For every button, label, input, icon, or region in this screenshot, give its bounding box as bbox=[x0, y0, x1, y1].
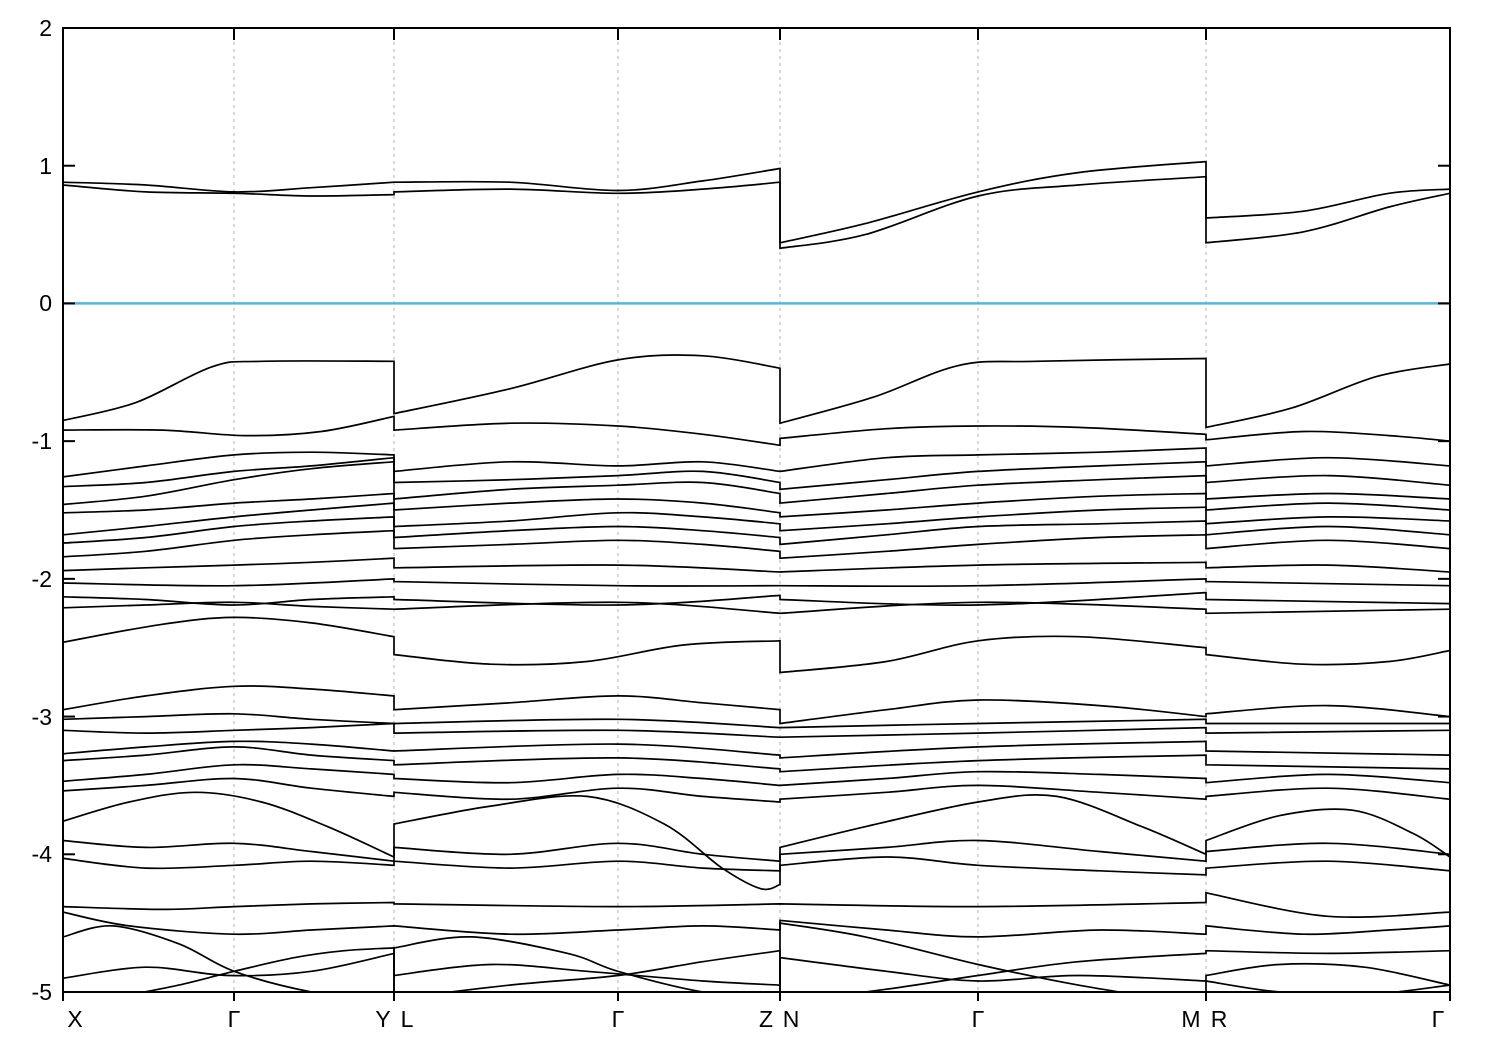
band-path bbox=[63, 578, 1450, 588]
band-path bbox=[139, 946, 1450, 992]
band-path bbox=[63, 601, 1450, 615]
band-path bbox=[63, 777, 1450, 803]
y-tick-label: 1 bbox=[39, 152, 52, 179]
y-tick-label: -1 bbox=[31, 428, 52, 455]
x-tick-label: L bbox=[400, 1006, 414, 1032]
y-tick-label: -4 bbox=[31, 841, 52, 868]
x-tick-label: M bbox=[1181, 1006, 1201, 1032]
x-tick-label: Γ bbox=[611, 1006, 625, 1032]
band-path bbox=[63, 616, 1450, 674]
band-path bbox=[63, 456, 1450, 491]
band-path bbox=[63, 763, 1450, 787]
x-tick-label: Y bbox=[375, 1006, 391, 1032]
band-path bbox=[63, 685, 1450, 725]
band-path bbox=[63, 529, 1450, 560]
y-tick-label: -2 bbox=[31, 565, 52, 592]
band-path bbox=[63, 447, 1450, 478]
y-tick-label: -5 bbox=[31, 979, 52, 1005]
band-path bbox=[63, 502, 1450, 536]
x-tick-label: Z bbox=[758, 1006, 774, 1032]
band-path bbox=[63, 175, 1450, 250]
band-path bbox=[63, 415, 1450, 447]
band-path bbox=[63, 922, 1450, 992]
plot-frame bbox=[62, 27, 1451, 993]
y-tick-label: -3 bbox=[31, 703, 52, 730]
x-tick-label: Γ bbox=[227, 1006, 241, 1032]
band-path bbox=[63, 891, 1450, 918]
x-tick-label: N bbox=[782, 1006, 800, 1032]
band-path bbox=[63, 516, 1450, 546]
band-path bbox=[63, 952, 1450, 992]
band-path bbox=[63, 557, 1450, 573]
band-path bbox=[63, 460, 1450, 506]
band-path bbox=[63, 492, 1450, 518]
x-tick-label: Γ bbox=[971, 1006, 985, 1032]
band-path bbox=[63, 722, 1450, 739]
band-path bbox=[63, 839, 1450, 863]
x-tick-label: R bbox=[1210, 1006, 1228, 1032]
band-path bbox=[63, 712, 1450, 729]
y-tick-label: 2 bbox=[39, 15, 52, 41]
band-path bbox=[63, 354, 1450, 429]
band-path bbox=[63, 856, 1450, 876]
x-tick-label: Γ bbox=[1431, 1006, 1445, 1032]
y-tick-label: 0 bbox=[39, 290, 52, 317]
x-tick-label: X bbox=[67, 1006, 83, 1032]
band-path bbox=[63, 740, 1450, 759]
band-path bbox=[63, 911, 1450, 938]
band-path bbox=[63, 746, 1450, 773]
bands-group bbox=[63, 160, 1450, 992]
band-path bbox=[63, 160, 1450, 244]
band-path bbox=[63, 791, 1450, 891]
